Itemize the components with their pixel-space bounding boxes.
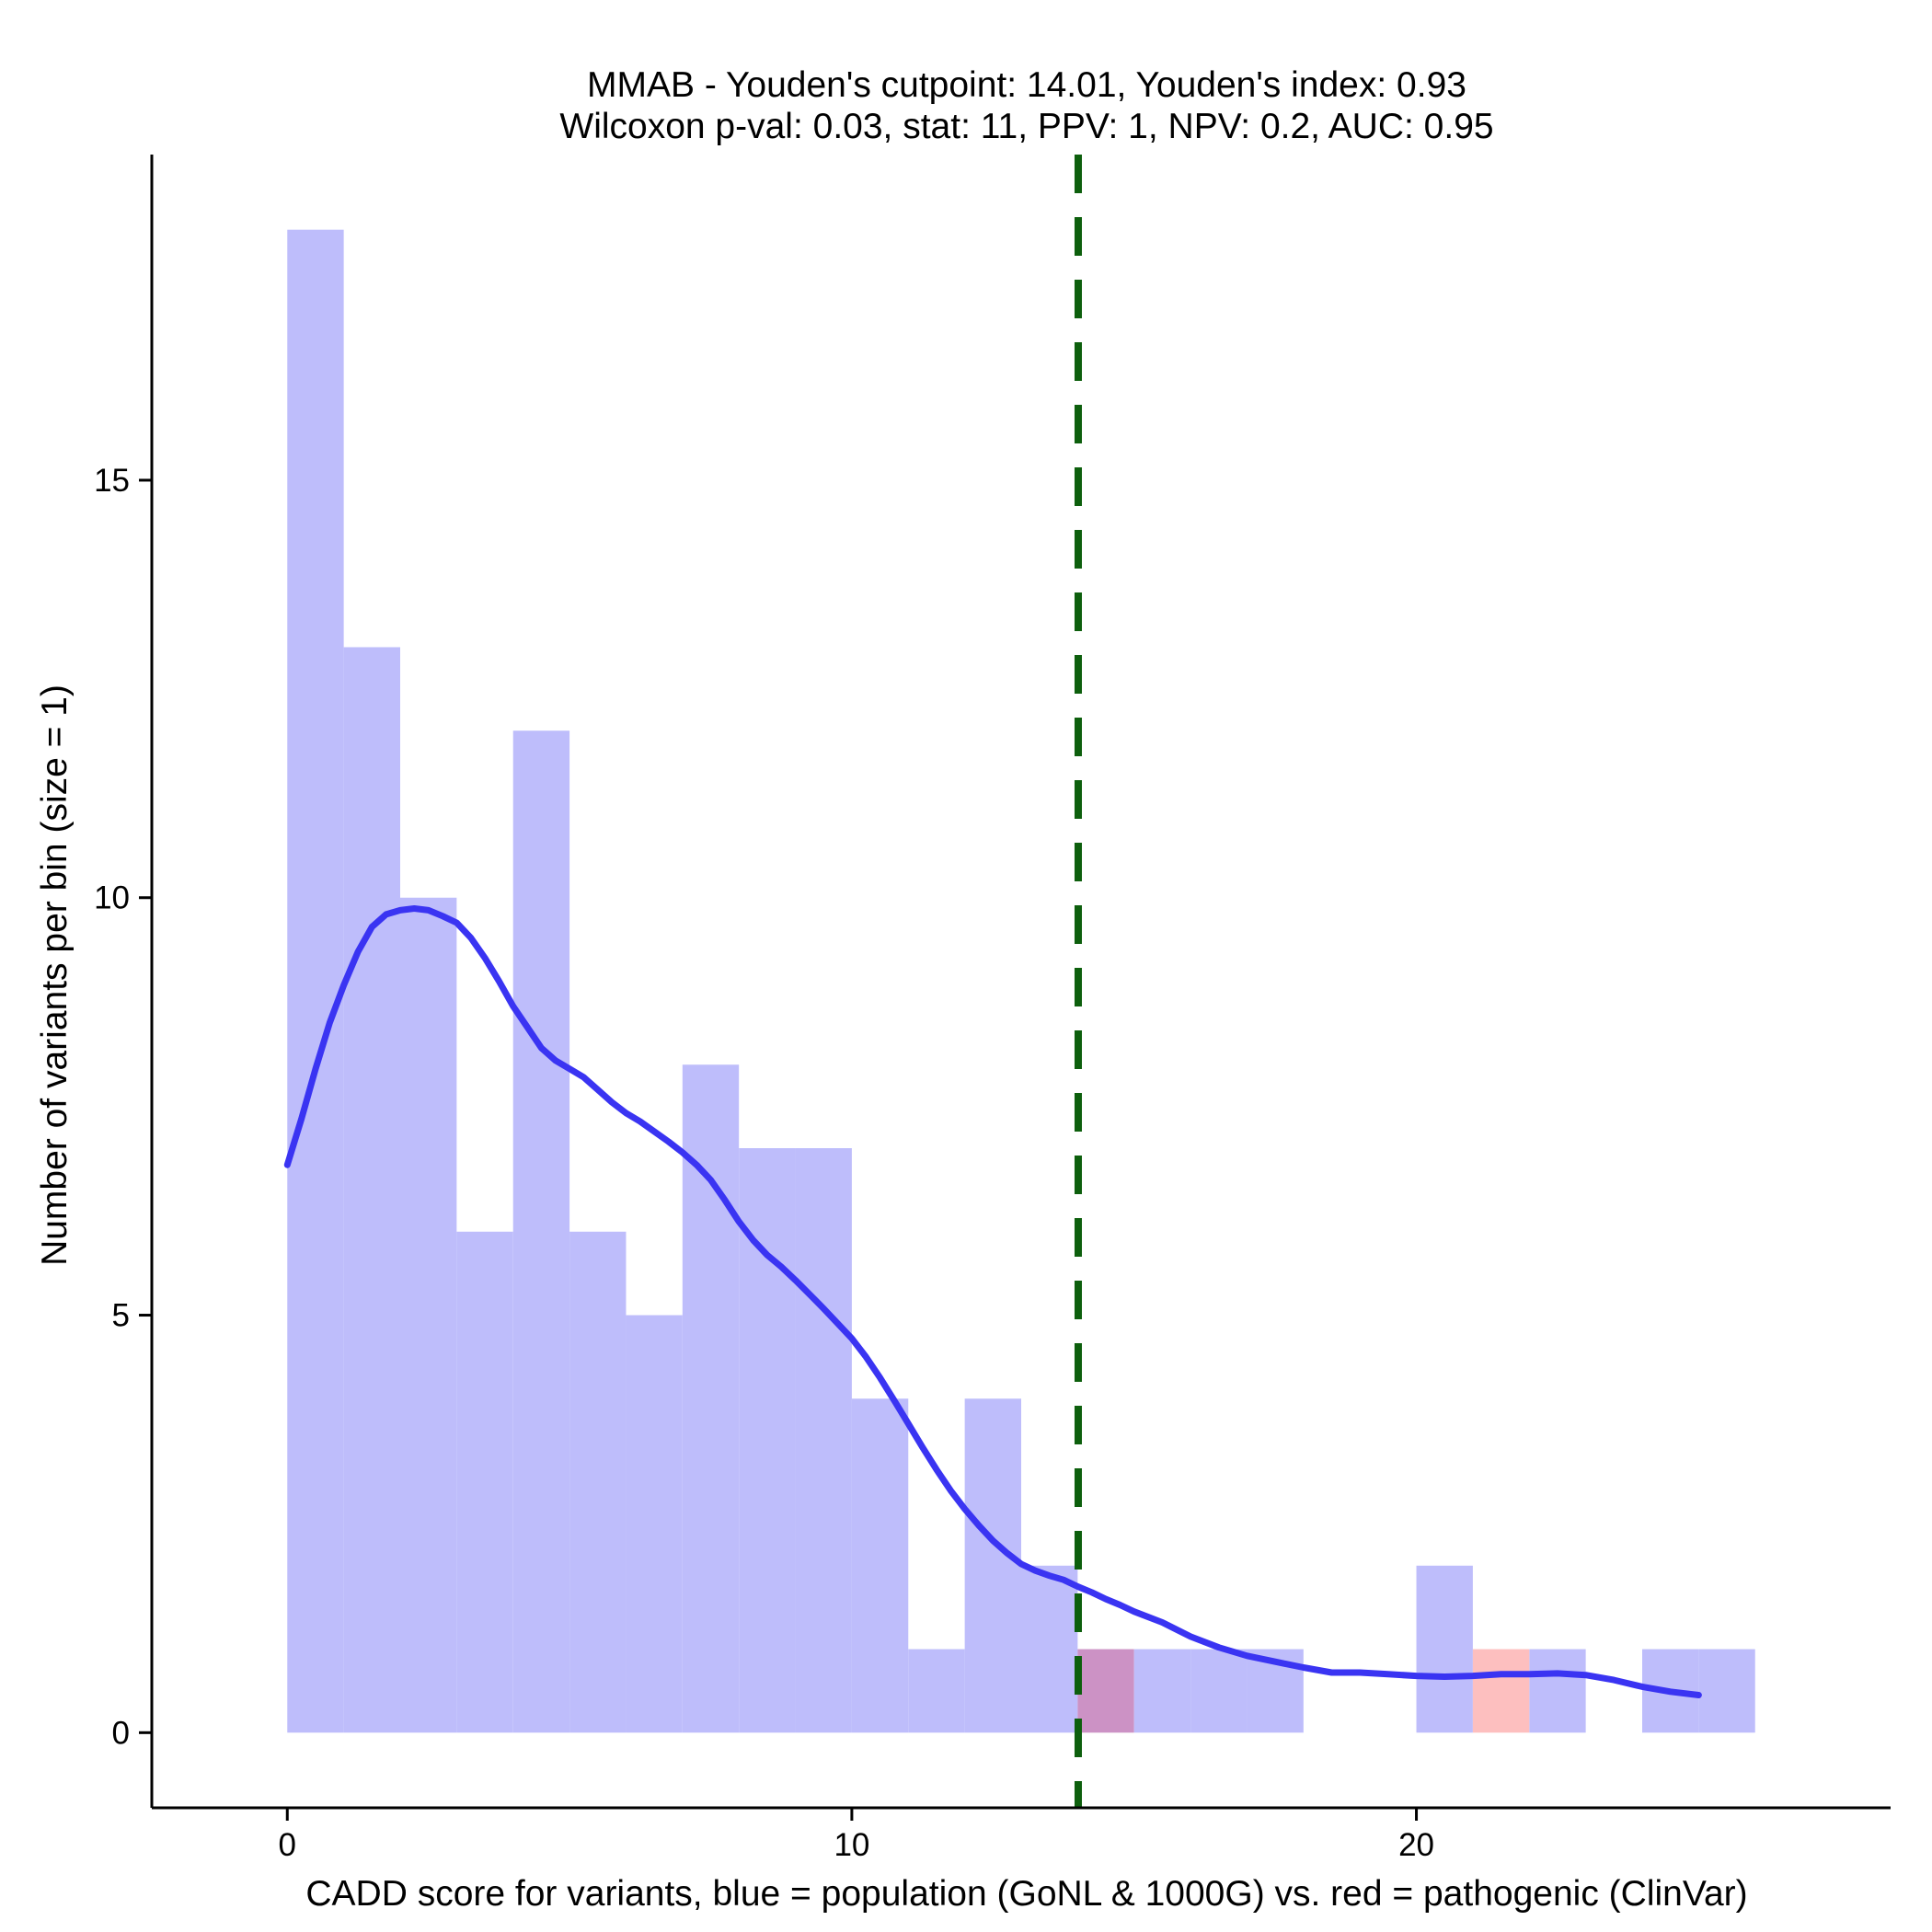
histogram-bar-population	[1416, 1565, 1473, 1733]
histogram-bar-population	[1529, 1649, 1586, 1733]
y-tick-label: 15	[94, 463, 130, 499]
y-axis-label: Number of variants per bin (size = 1)	[35, 684, 75, 1266]
histogram-bar-population	[512, 730, 570, 1733]
histogram-bars	[287, 229, 1755, 1733]
x-tick-label: 10	[834, 1827, 869, 1863]
histogram-bar-population	[626, 1315, 683, 1733]
histogram-bar-population	[1133, 1649, 1191, 1733]
y-tick-label: 5	[112, 1298, 130, 1334]
histogram-bar-population	[1190, 1649, 1248, 1733]
histogram-bar-population	[343, 647, 400, 1733]
y-tick-label: 10	[94, 880, 130, 916]
histogram-bar-overlap	[1077, 1649, 1134, 1733]
histogram-bar-population	[964, 1398, 1021, 1733]
histogram-bar-population	[1698, 1649, 1755, 1733]
chart-title-line-2: Wilcoxon p-val: 0.03, stat: 11, PPV: 1, …	[559, 107, 1493, 146]
histogram-bar-population	[795, 1148, 852, 1733]
x-axis-label: CADD score for variants, blue = populati…	[305, 1874, 1747, 1914]
chart-title-line-1: MMAB - Youden's cutpoint: 14.01, Youden'…	[587, 65, 1466, 105]
x-tick-label: 20	[1398, 1827, 1434, 1863]
histogram-bar-population	[851, 1398, 909, 1733]
histogram-bar-population	[1021, 1565, 1078, 1733]
histogram-bar-population	[682, 1064, 740, 1733]
histogram-bar-population	[569, 1231, 627, 1733]
density-curve	[283, 905, 1702, 1698]
x-tick-label: 0	[279, 1827, 296, 1863]
histogram-bar-population	[287, 229, 344, 1733]
histogram-bar-population	[456, 1231, 513, 1733]
histogram-bar-population	[908, 1649, 965, 1733]
histogram-bar-population	[400, 897, 457, 1733]
histogram-bar-population	[739, 1148, 796, 1733]
density-curve-layer	[283, 905, 1702, 1698]
histogram-bar-pathogenic	[1472, 1649, 1530, 1733]
axes: 0 5 10 15 0 10 20	[94, 155, 1891, 1863]
y-tick-label: 0	[112, 1715, 130, 1751]
